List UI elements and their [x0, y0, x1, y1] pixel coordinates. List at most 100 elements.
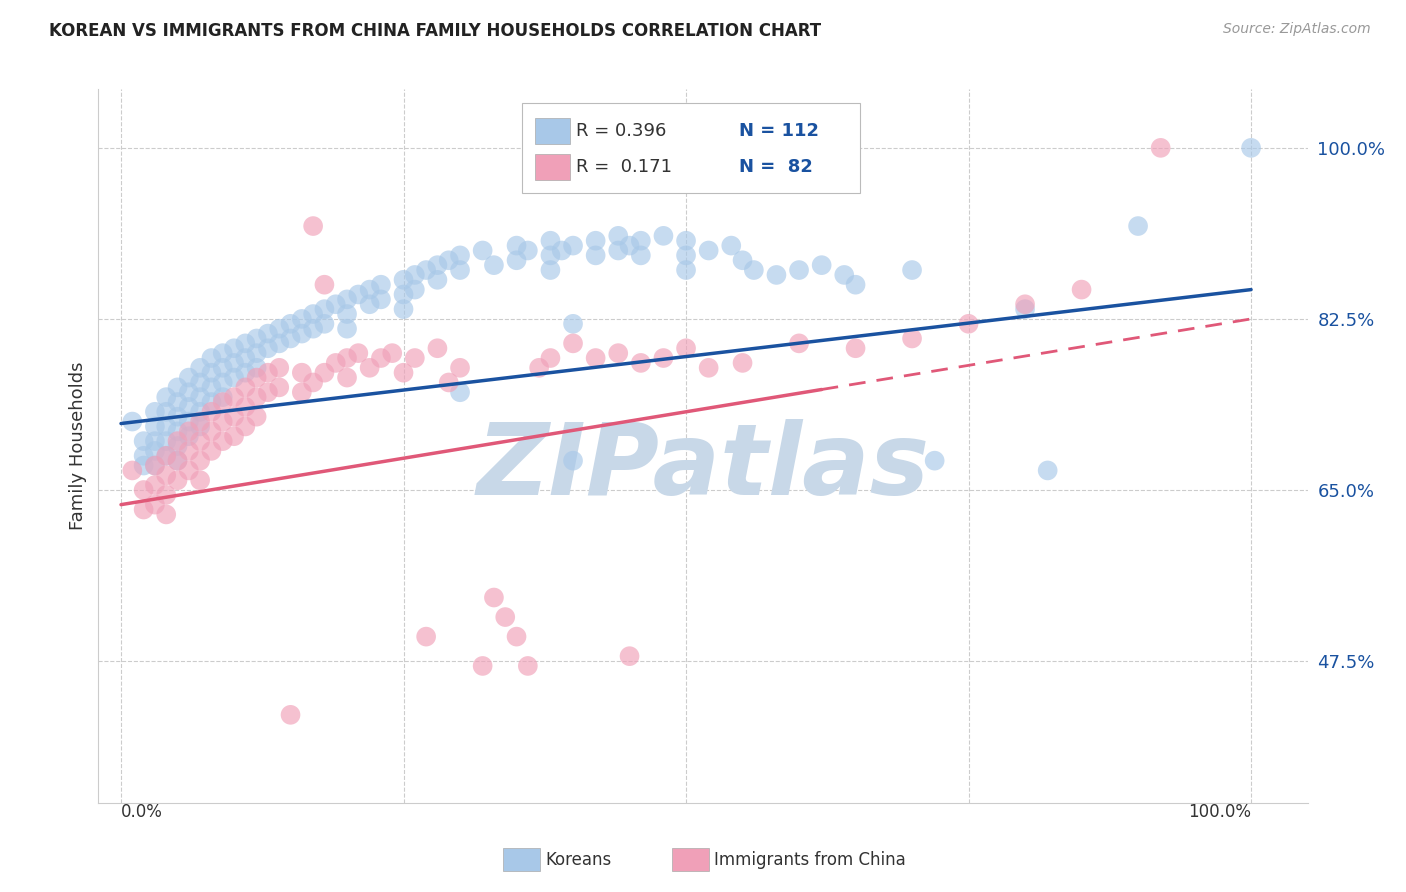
Point [494, 610, 516, 624]
Point [901, 331, 924, 345]
Point [482, 591, 505, 605]
Point [832, 268, 855, 282]
Point [177, 443, 200, 458]
Point [359, 283, 381, 297]
Point [505, 238, 527, 252]
Point [901, 263, 924, 277]
Text: N =  82: N = 82 [740, 158, 813, 176]
Point [211, 395, 233, 409]
Point [336, 351, 359, 365]
Point [392, 273, 415, 287]
Point [314, 302, 336, 317]
Point [471, 659, 494, 673]
Point [325, 297, 347, 311]
Point [415, 263, 437, 277]
Point [188, 415, 211, 429]
Point [585, 351, 607, 365]
Point [607, 346, 630, 360]
Point [166, 380, 188, 394]
Point [211, 376, 233, 390]
Point [336, 321, 359, 335]
Point [426, 341, 449, 355]
Point [291, 366, 314, 380]
Point [652, 228, 675, 243]
Point [200, 380, 222, 394]
Point [132, 449, 155, 463]
Point [143, 458, 166, 473]
Point [188, 360, 211, 375]
Point [404, 268, 426, 282]
Point [370, 293, 392, 307]
Point [291, 326, 314, 341]
Point [731, 253, 754, 268]
Point [211, 360, 233, 375]
Text: R = 0.396: R = 0.396 [576, 122, 666, 140]
Point [246, 360, 269, 375]
Point [177, 370, 200, 384]
Point [211, 390, 233, 404]
Point [845, 277, 868, 292]
Point [404, 283, 426, 297]
Point [697, 244, 720, 258]
Point [1150, 141, 1173, 155]
Point [370, 351, 392, 365]
Point [269, 360, 291, 375]
Point [188, 434, 211, 449]
FancyBboxPatch shape [534, 154, 569, 180]
Point [516, 244, 538, 258]
Point [1240, 141, 1263, 155]
Point [155, 405, 177, 419]
Point [200, 425, 222, 439]
Point [280, 317, 302, 331]
Point [359, 297, 381, 311]
Point [233, 400, 256, 414]
Point [222, 370, 245, 384]
Point [742, 263, 765, 277]
Point [551, 244, 574, 258]
Y-axis label: Family Households: Family Households [69, 362, 87, 530]
Point [188, 376, 211, 390]
Point [222, 356, 245, 370]
Point [415, 630, 437, 644]
Point [392, 287, 415, 301]
Point [257, 326, 280, 341]
Point [222, 390, 245, 404]
Point [810, 258, 832, 272]
Point [132, 458, 155, 473]
Point [121, 415, 143, 429]
Point [471, 244, 494, 258]
Point [437, 376, 460, 390]
Point [132, 483, 155, 497]
Point [155, 434, 177, 449]
Point [720, 238, 742, 252]
Point [188, 405, 211, 419]
Point [538, 248, 561, 262]
Point [177, 385, 200, 400]
Point [370, 277, 392, 292]
FancyBboxPatch shape [534, 119, 569, 145]
Point [143, 443, 166, 458]
Point [449, 248, 471, 262]
Point [314, 277, 336, 292]
Point [538, 234, 561, 248]
Point [957, 317, 980, 331]
Point [188, 453, 211, 467]
Point [291, 312, 314, 326]
Point [619, 649, 641, 664]
Point [211, 434, 233, 449]
Point [222, 429, 245, 443]
Point [630, 248, 652, 262]
Point [143, 478, 166, 492]
Point [177, 429, 200, 443]
Point [155, 508, 177, 522]
Point [177, 415, 200, 429]
Point [177, 400, 200, 414]
Text: Immigrants from China: Immigrants from China [714, 851, 905, 869]
Point [359, 360, 381, 375]
Point [222, 341, 245, 355]
Point [233, 419, 256, 434]
Point [155, 449, 177, 463]
Point [630, 356, 652, 370]
Point [1014, 297, 1036, 311]
Point [121, 463, 143, 477]
